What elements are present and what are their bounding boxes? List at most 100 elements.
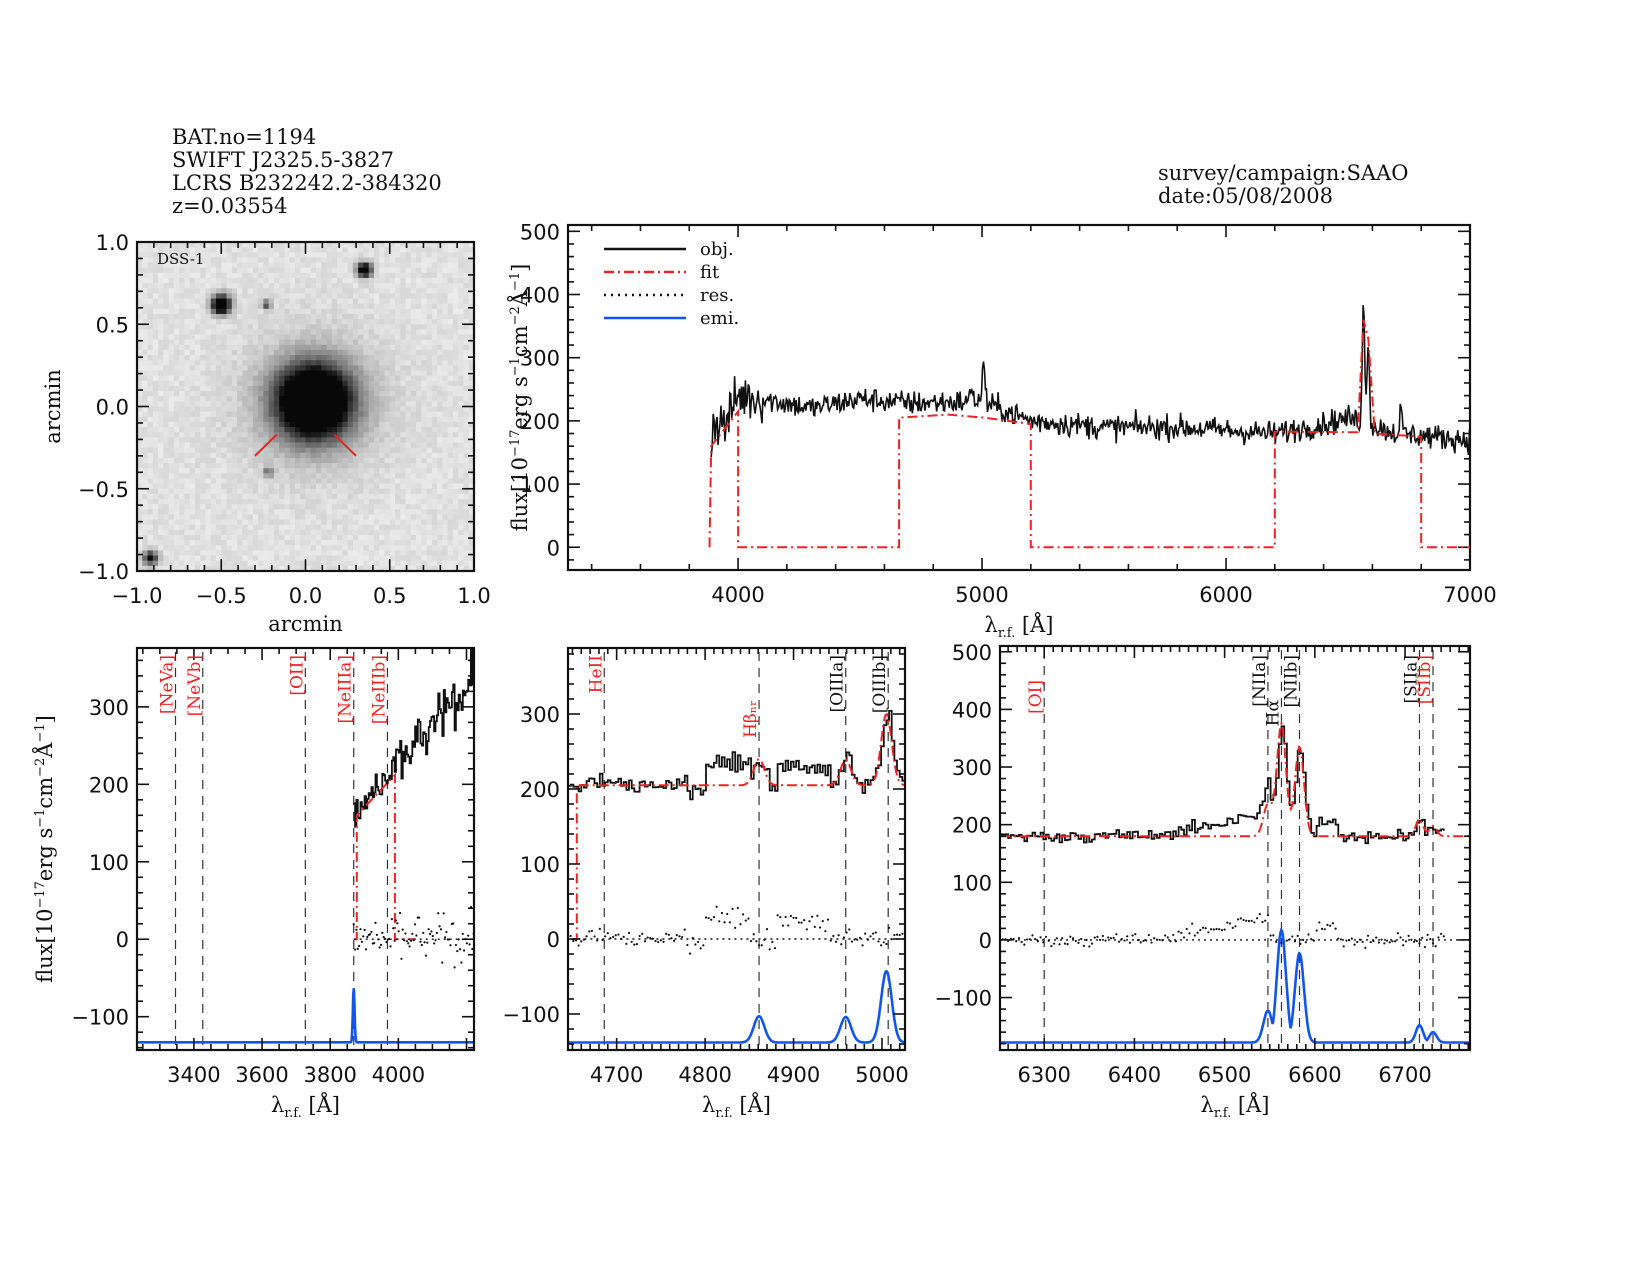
residual-point [1228, 922, 1232, 925]
emission-components-line [1000, 928, 1470, 1044]
y-tick-label: −1.0 [78, 560, 129, 584]
residual-point [392, 927, 395, 930]
residual-point [1077, 941, 1080, 944]
residual-point [427, 928, 430, 931]
residual-point [1115, 933, 1118, 936]
residual-point [765, 928, 769, 931]
x-tick-label: 6400 [1108, 1063, 1161, 1087]
residual-point [1331, 922, 1334, 925]
zoom-halpha-panel: 6300 6400 6500 6600 6700 −100 0 100 200 300 400 500… [934, 641, 1472, 1121]
residual-point [861, 944, 864, 947]
residual-point [1312, 939, 1316, 942]
residual-point [1285, 939, 1288, 942]
y-tick-label: 200 [520, 778, 560, 802]
x-tick-label: 3600 [235, 1063, 288, 1087]
residual-point [1274, 940, 1278, 943]
residual-point [1199, 928, 1202, 932]
residual-point [898, 933, 901, 937]
line-label-NeVb: [NeVb] [185, 655, 205, 716]
line-label-NeVa: [NeVa] [158, 655, 178, 714]
residual-point [1421, 936, 1424, 939]
residual-point [1296, 934, 1299, 937]
x-tick-label: 4700 [590, 1063, 643, 1087]
residual-point [1142, 939, 1145, 943]
survey-label: DSS-1 [157, 250, 204, 268]
residual-point [1020, 940, 1023, 944]
residual-point [423, 941, 426, 944]
residual-point [1345, 939, 1348, 942]
residual-point [619, 937, 623, 941]
residual-point [363, 928, 366, 931]
residual-point [1391, 940, 1394, 943]
line-label-Hα: Hα [1263, 699, 1283, 726]
residual-point [1088, 945, 1091, 948]
zoom-hbeta-panel: 4700 4800 4900 5000 −100 0 100 200 300 HeII Hβₙᵣ [O… [502, 646, 909, 1121]
residual-point [1410, 938, 1413, 941]
residual-point [872, 932, 875, 935]
obj-spectrum-line [353, 648, 474, 828]
residual-point [1415, 939, 1418, 943]
residual-point [606, 932, 609, 935]
residual-point [453, 966, 456, 969]
residual-point [657, 940, 660, 944]
residual-point [577, 944, 580, 947]
residual-point [1107, 936, 1110, 939]
residual-point [882, 941, 885, 944]
residual-point [1364, 946, 1367, 949]
residual-point [418, 916, 421, 919]
residual-point [877, 940, 880, 943]
residual-point [696, 940, 700, 944]
residual-point [1440, 932, 1443, 935]
residual-point [1036, 940, 1039, 943]
residual-point [633, 943, 636, 946]
y-tick-label: 1.0 [96, 231, 129, 255]
y-tick-label: −0.5 [78, 478, 129, 502]
line-label-SIIb: [SIIb] [1415, 655, 1435, 704]
fit-line [572, 712, 905, 940]
residual-point [704, 916, 708, 919]
residual-point [1339, 938, 1343, 941]
residual-point [1090, 942, 1094, 945]
residual-point [1261, 920, 1264, 924]
residual-point [723, 921, 726, 924]
line-label-NIIa: [NIIa] [1250, 655, 1270, 707]
residual-point [850, 940, 854, 943]
lcrs-name: LCRS B232242.2-384320 [172, 171, 442, 195]
residual-point [1423, 945, 1426, 949]
residual-point [1180, 931, 1183, 935]
residual-point [1234, 925, 1237, 928]
residual-point [1193, 934, 1196, 937]
residual-point [403, 939, 406, 942]
object-info: BAT.no=1194 SWIFT J2325.5-3827 LCRS B232… [172, 126, 442, 218]
residual-point [355, 928, 358, 931]
residual-point [580, 940, 583, 943]
x-axis-label: λr.f. [Å] [702, 1092, 771, 1121]
legend-label-fit: fit [700, 262, 720, 283]
residual-point [1044, 935, 1048, 938]
residual-point [401, 928, 404, 931]
residual-point [428, 932, 432, 936]
residual-point [1299, 942, 1302, 946]
residual-point [1350, 937, 1353, 940]
residual-point [394, 919, 398, 922]
residual-point [400, 957, 403, 960]
residual-point [681, 935, 684, 939]
y-tick-label: 500 [520, 220, 560, 244]
residual-point [715, 905, 718, 908]
residual-point [813, 925, 816, 928]
x-axis-label: λr.f. [Å] [985, 612, 1054, 641]
residual-point [1096, 935, 1099, 938]
survey-campaign: survey/campaign:SAAO [1158, 161, 1409, 185]
residual-point [1307, 933, 1310, 936]
residual-point [457, 938, 460, 941]
residual-point [1334, 927, 1337, 930]
line-label-OIIIb: [OIIIb] [870, 655, 890, 713]
y-tick-label: 100 [520, 473, 560, 497]
residual-point [358, 944, 361, 948]
residual-point [864, 932, 867, 935]
line-label-OIIIa: [OIIIa] [828, 655, 848, 712]
residual-point [1402, 944, 1405, 947]
residual-point [1220, 929, 1224, 932]
residual-point [1437, 936, 1440, 939]
residual-point [1250, 919, 1253, 922]
